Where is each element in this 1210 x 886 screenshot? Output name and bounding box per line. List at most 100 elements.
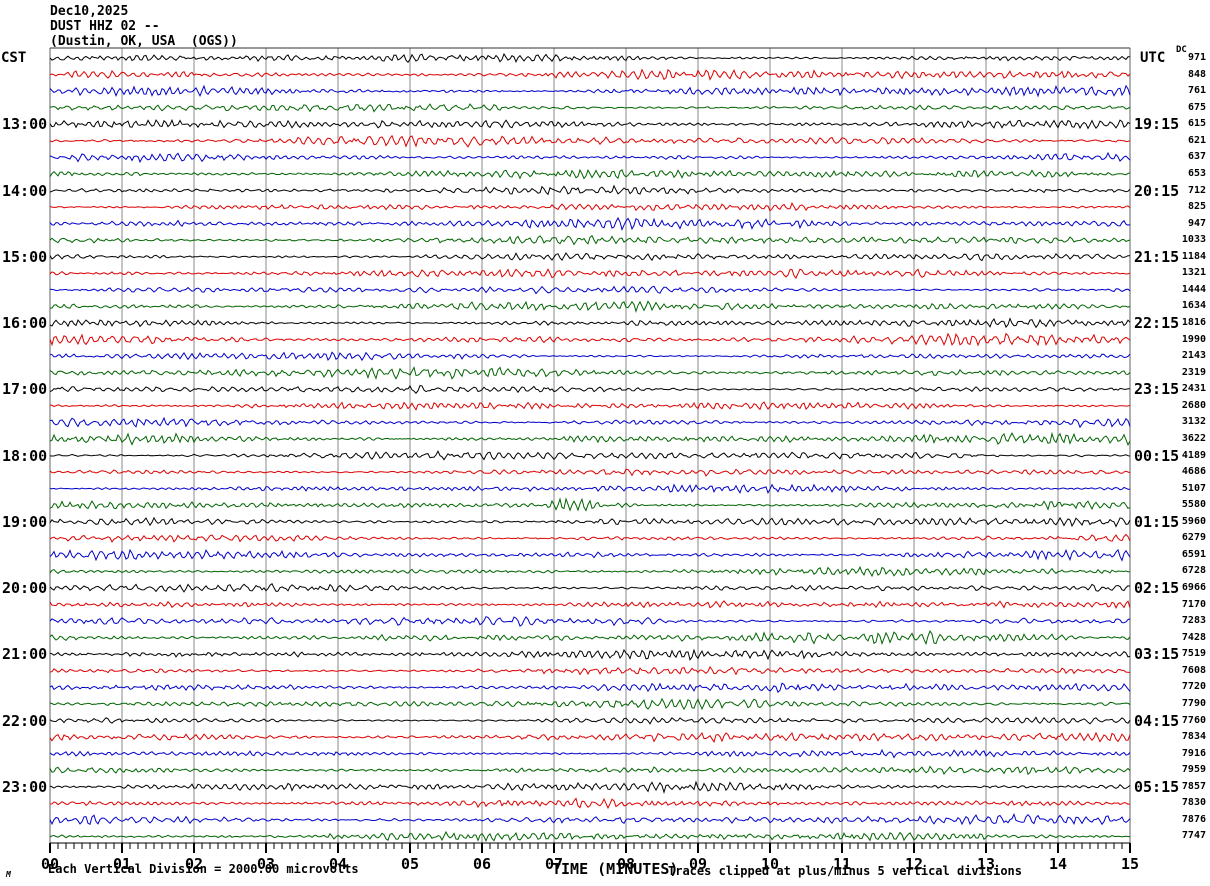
dc-offset-value: 7519 bbox=[1181, 648, 1206, 660]
trace-row bbox=[49, 780, 1131, 795]
x-tick-label: 08 bbox=[616, 855, 636, 873]
utc-hour-label: 21:15 bbox=[1134, 247, 1180, 266]
x-axis-title: TIME (MINUTES) bbox=[552, 860, 679, 878]
dc-offset-value: 653 bbox=[1187, 167, 1206, 179]
x-tick-label: 02 bbox=[184, 855, 204, 873]
dc-offset-value: 7760 bbox=[1181, 714, 1206, 726]
x-tick-label: 14 bbox=[1048, 855, 1068, 873]
trace-row bbox=[49, 216, 1131, 231]
dc-offset-value: 7747 bbox=[1181, 830, 1206, 842]
dc-offset-value: 7876 bbox=[1181, 813, 1206, 825]
trace-row bbox=[49, 682, 1131, 693]
dc-offset-value: 712 bbox=[1187, 184, 1206, 196]
dc-offset-value: 4686 bbox=[1181, 466, 1206, 478]
dc-offset-value: 7790 bbox=[1181, 697, 1206, 709]
x-tick-label: 09 bbox=[688, 855, 708, 873]
dc-offset-value: 6966 bbox=[1181, 582, 1206, 593]
cst-hour-label: 19:00 bbox=[2, 512, 48, 531]
right-axis-header: UTC bbox=[1140, 50, 1166, 66]
x-tick-label: 01 bbox=[112, 855, 132, 873]
trace-row bbox=[49, 516, 1131, 528]
dc-offset-value: 2431 bbox=[1181, 383, 1206, 395]
trace-row bbox=[49, 317, 1131, 329]
x-tick-label: 10 bbox=[760, 855, 780, 873]
dc-offset-value: 947 bbox=[1187, 217, 1206, 229]
dc-offset-value: 637 bbox=[1187, 151, 1206, 163]
utc-hour-label: 23:15 bbox=[1134, 380, 1180, 399]
dc-offset-value: 1184 bbox=[1181, 250, 1206, 262]
utc-hour-label: 00:15 bbox=[1134, 446, 1180, 465]
left-axis-header: CST bbox=[1, 50, 27, 66]
x-tick-label: 07 bbox=[544, 855, 564, 873]
dc-offset-value: 6279 bbox=[1181, 532, 1206, 544]
trace-row bbox=[49, 748, 1131, 759]
x-tick-label: 11 bbox=[832, 855, 852, 873]
dc-offset-value: 6728 bbox=[1181, 565, 1206, 577]
utc-hour-label: 20:15 bbox=[1134, 181, 1180, 200]
cst-hour-label: 16:00 bbox=[2, 314, 48, 332]
trace-row bbox=[49, 813, 1131, 826]
trace-row bbox=[49, 384, 1131, 394]
trace-row bbox=[49, 416, 1131, 429]
x-tick-label: 13 bbox=[976, 855, 996, 873]
trace-row bbox=[49, 450, 1131, 461]
dc-offset-value: 825 bbox=[1187, 201, 1206, 213]
dc-offset-value: 1321 bbox=[1181, 267, 1206, 279]
utc-hour-label: 03:15 bbox=[1134, 645, 1180, 664]
trace-row bbox=[49, 134, 1131, 148]
trace-row bbox=[49, 565, 1131, 578]
dc-offset-value: 6591 bbox=[1181, 548, 1206, 560]
cst-hour-label: 20:00 bbox=[2, 579, 48, 597]
dc-offset-value: 7608 bbox=[1181, 664, 1206, 676]
trace-row bbox=[49, 716, 1131, 725]
trace-row bbox=[49, 202, 1131, 212]
cst-hour-label: 17:00 bbox=[2, 380, 48, 399]
utc-hour-label: 01:15 bbox=[1134, 512, 1180, 531]
trace-row bbox=[49, 666, 1131, 676]
dc-offset-value: 7834 bbox=[1181, 731, 1206, 743]
dc-offset-value: 4189 bbox=[1181, 449, 1206, 461]
dc-offset-value: 5960 bbox=[1181, 515, 1206, 527]
cst-hour-label: 22:00 bbox=[2, 711, 48, 730]
utc-hour-label: 04:15 bbox=[1134, 711, 1180, 730]
trace-row bbox=[49, 268, 1131, 279]
dc-offset-value: 7857 bbox=[1181, 780, 1206, 792]
trace-row bbox=[49, 366, 1131, 380]
trace-row bbox=[49, 497, 1131, 512]
trace-row bbox=[49, 533, 1131, 543]
trace-row bbox=[49, 84, 1131, 98]
trace-row bbox=[49, 468, 1131, 477]
x-tick-label: 04 bbox=[328, 855, 348, 873]
dc-offset-value: 5107 bbox=[1181, 482, 1206, 494]
trace-row bbox=[49, 697, 1131, 711]
utc-hour-label: 02:15 bbox=[1134, 579, 1180, 597]
dc-offset-value: 1816 bbox=[1181, 317, 1206, 328]
dc-offset-value: 3132 bbox=[1181, 416, 1206, 428]
trace-row bbox=[49, 830, 1131, 843]
trace-row bbox=[49, 797, 1131, 810]
trace-row bbox=[49, 68, 1131, 81]
trace-row bbox=[49, 52, 1130, 64]
cst-hour-label: 15:00 bbox=[2, 247, 48, 266]
dc-offset-value: 621 bbox=[1187, 134, 1206, 146]
dc-offset-value: 2319 bbox=[1181, 366, 1206, 378]
trace-row bbox=[49, 583, 1131, 593]
trace-row bbox=[49, 548, 1131, 562]
cst-hour-label: 18:00 bbox=[2, 446, 48, 465]
dc-offset-value: 7959 bbox=[1181, 764, 1206, 776]
dc-offset-value: 848 bbox=[1187, 68, 1206, 80]
dc-offset-value: 1634 bbox=[1181, 300, 1206, 312]
dc-offset-value: 7283 bbox=[1181, 615, 1206, 627]
trace-row bbox=[49, 765, 1131, 776]
trace-row bbox=[49, 600, 1131, 609]
dc-offset-value: 7170 bbox=[1181, 598, 1206, 610]
dc-offset-value: 1033 bbox=[1181, 234, 1206, 246]
dc-offset-value: 5580 bbox=[1181, 499, 1206, 511]
x-tick-label: 00 bbox=[40, 855, 60, 873]
trace-row bbox=[49, 151, 1131, 164]
utc-hour-label: 22:15 bbox=[1134, 314, 1180, 332]
clipping-note: Traces clipped at plus/minus 5 vertical … bbox=[668, 864, 1023, 878]
dc-offset-value: 7720 bbox=[1181, 681, 1206, 693]
